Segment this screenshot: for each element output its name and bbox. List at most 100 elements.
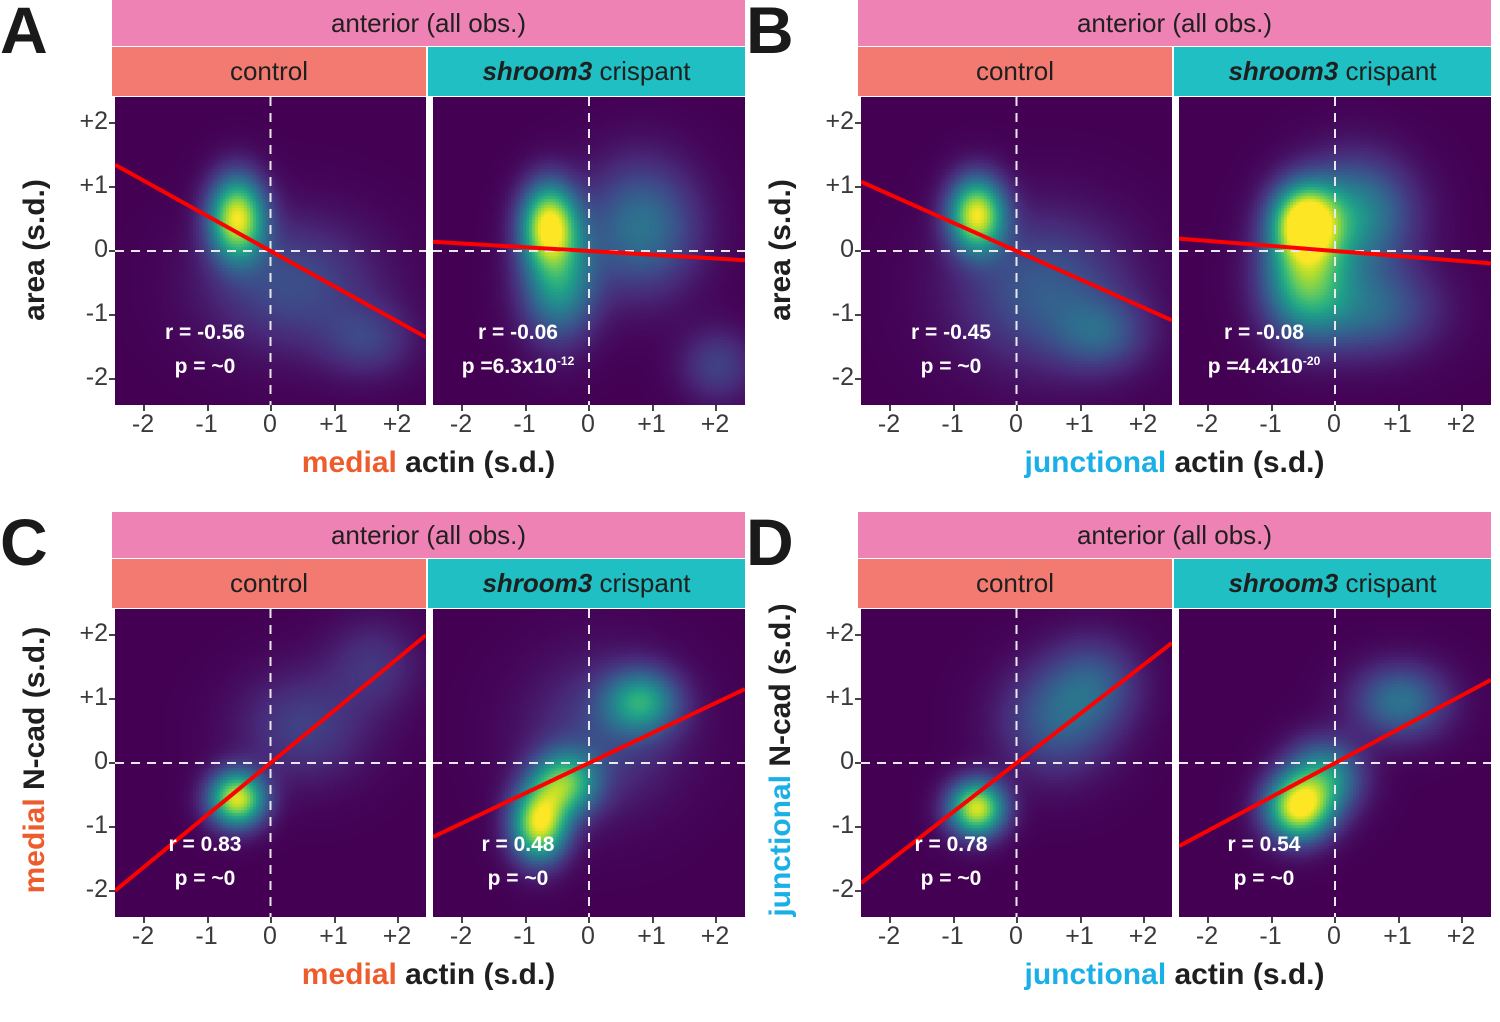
- x-tick-mark: [143, 917, 145, 923]
- x-tick-label: -2: [1195, 922, 1219, 950]
- x-tick-mark: [524, 917, 527, 923]
- regression-line: [861, 179, 1172, 323]
- r-value: r = 0.54: [1227, 833, 1301, 856]
- p-value: p = ~0: [920, 355, 982, 378]
- x-axis-label: medial actin (s.d.): [112, 446, 745, 480]
- x-tick-mark: [1270, 917, 1273, 923]
- strip-anterior: anterior (all obs.): [112, 512, 745, 558]
- x-axis-label: junctional actin (s.d.): [858, 446, 1491, 480]
- x-tick-label: +2: [1128, 410, 1158, 438]
- density-plot-crispant: r = 0.54 p = ~0: [1179, 609, 1491, 917]
- y-axis-label: area (s.d.): [764, 179, 798, 321]
- regression-line: [433, 239, 745, 263]
- r-value: r = -0.45: [911, 321, 991, 344]
- x-tick-mark: [1079, 405, 1082, 411]
- x-axis-label-highlight: junctional: [1024, 958, 1167, 991]
- x-tick-mark: [1270, 405, 1273, 411]
- x-tick-mark: [270, 405, 272, 411]
- strip-control: control: [858, 559, 1172, 608]
- x-tick-mark: [952, 917, 955, 923]
- x-tick-label: +2: [382, 410, 412, 438]
- strip-crispant-label: crispant: [1338, 568, 1437, 598]
- regression-line: [1179, 236, 1491, 266]
- x-tick-label: 0: [581, 922, 595, 950]
- x-tick-mark: [1016, 405, 1018, 411]
- r-value: r = -0.08: [1224, 321, 1304, 344]
- regression-line: [115, 633, 426, 893]
- x-tick-mark: [1143, 917, 1145, 923]
- x-axis-label-highlight: medial: [301, 958, 397, 991]
- x-tick-label: -1: [513, 410, 536, 438]
- y-tick-label: -2: [831, 875, 854, 903]
- strip-control: control: [112, 47, 426, 96]
- x-tick-mark: [889, 917, 891, 923]
- y-axis-label-rest: area (s.d.): [764, 179, 797, 321]
- correlation-stats: r = 0.78 p = ~0: [891, 831, 1011, 893]
- r-value: r = 0.83: [168, 833, 242, 856]
- y-tick-label: -1: [831, 299, 854, 327]
- plot-overlay: [433, 609, 745, 917]
- x-tick-mark: [524, 405, 527, 411]
- x-tick-mark: [1334, 405, 1336, 411]
- y-tick-mark: [855, 122, 861, 124]
- regression-line: [433, 687, 745, 839]
- plot-overlay: [115, 609, 426, 917]
- y-tick-label: -2: [85, 363, 108, 391]
- y-tick-mark: [855, 314, 861, 316]
- x-tick-label: 0: [1009, 410, 1023, 438]
- y-tick-mark: [855, 762, 861, 764]
- plot-overlay: [861, 609, 1172, 917]
- y-axis-label-rest: N-cad (s.d.): [18, 626, 51, 799]
- regression-line: [115, 163, 426, 339]
- x-tick-mark: [143, 405, 145, 411]
- x-tick-label: +2: [1128, 922, 1158, 950]
- y-tick-mark: [855, 634, 861, 636]
- correlation-stats: r = 0.48 p = ~0: [443, 831, 593, 893]
- r-value: r = 0.48: [481, 833, 555, 856]
- strip-crispant-gene: shroom3: [482, 568, 593, 598]
- x-tick-mark: [1397, 917, 1400, 923]
- strip-crispant-gene: shroom3: [1228, 568, 1339, 598]
- x-tick-mark: [461, 405, 463, 411]
- y-axis-label: area (s.d.): [18, 179, 52, 321]
- x-tick-label: -2: [131, 922, 155, 950]
- y-tick-mark: [855, 250, 861, 252]
- x-tick-mark: [715, 917, 717, 923]
- x-tick-label: +2: [1446, 410, 1476, 438]
- panel-b: B anterior (all obs.) control shroom3 cr…: [746, 0, 1496, 510]
- y-tick-mark: [855, 890, 861, 892]
- y-tick-label: -2: [831, 363, 854, 391]
- y-tick-label: +1: [79, 171, 108, 199]
- plot-overlay: [115, 97, 426, 405]
- p-value: p = ~0: [174, 355, 236, 378]
- y-tick-mark: [109, 890, 115, 892]
- x-tick-mark: [715, 405, 717, 411]
- x-tick-mark: [588, 917, 590, 923]
- x-tick-mark: [1207, 917, 1209, 923]
- y-axis-label: junctional N-cad (s.d.): [764, 603, 798, 916]
- density-plot-crispant: r = 0.48 p = ~0: [433, 609, 745, 917]
- x-tick-mark: [651, 405, 654, 411]
- x-axis-label-rest: actin (s.d.): [396, 446, 556, 479]
- x-tick-label: -2: [131, 410, 155, 438]
- strip-control: control: [112, 559, 426, 608]
- y-tick-label: -1: [85, 811, 108, 839]
- r-value: r = -0.06: [478, 321, 558, 344]
- x-tick-label: +1: [1065, 922, 1094, 950]
- x-tick-label: -1: [941, 922, 964, 950]
- x-tick-mark: [270, 917, 272, 923]
- x-tick-label: +2: [700, 410, 730, 438]
- y-axis-label-highlight: medial: [18, 798, 51, 894]
- y-tick-mark: [109, 826, 115, 828]
- x-tick-mark: [651, 917, 654, 923]
- strip-crispant: shroom3 crispant: [428, 47, 745, 96]
- y-axis-label-rest: area (s.d.): [18, 179, 51, 321]
- strip-control: control: [858, 47, 1172, 96]
- x-axis-label-highlight: medial: [301, 446, 397, 479]
- r-value: r = -0.56: [165, 321, 245, 344]
- x-tick-label: -1: [513, 922, 536, 950]
- r-value: r = 0.78: [914, 833, 988, 856]
- strip-crispant-gene: shroom3: [1228, 56, 1339, 86]
- x-tick-label: +1: [637, 922, 666, 950]
- x-tick-label: 0: [1009, 922, 1023, 950]
